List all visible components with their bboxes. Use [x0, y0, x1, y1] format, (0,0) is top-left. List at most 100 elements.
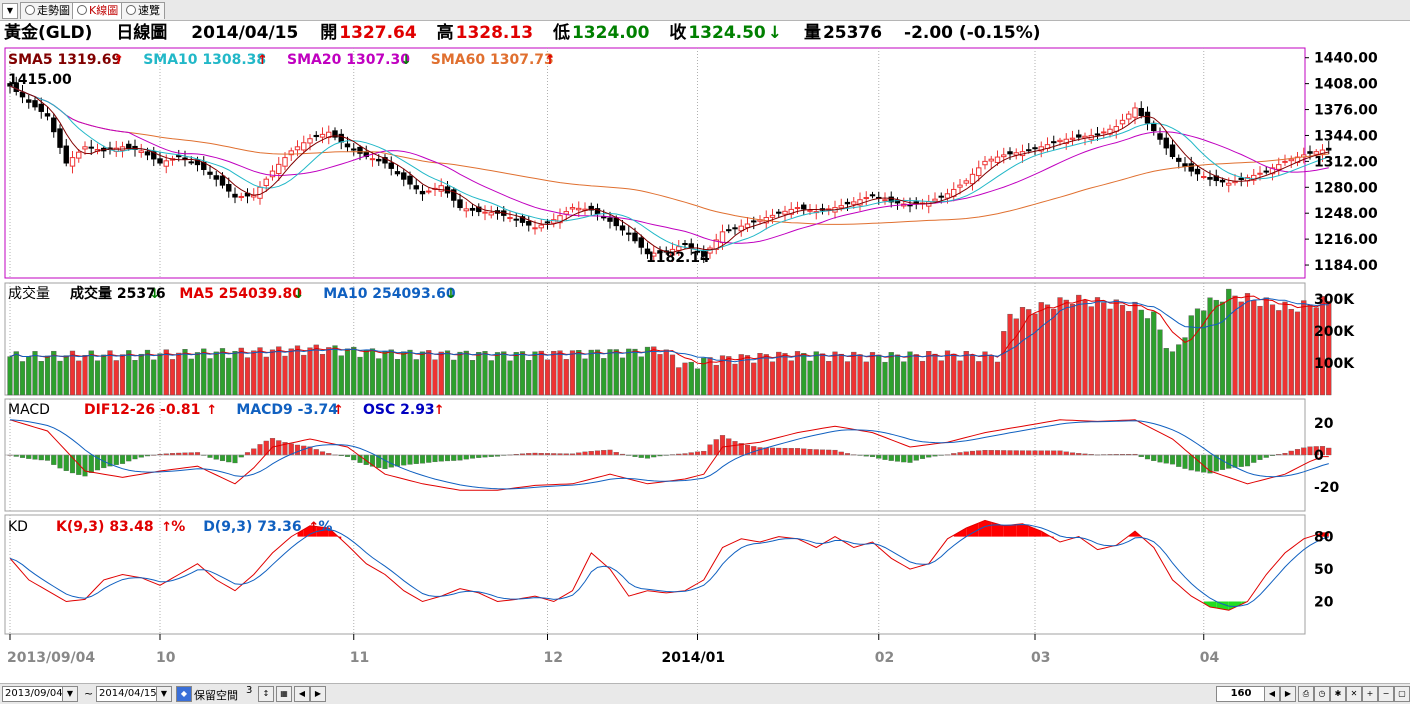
candle-body: [701, 250, 707, 257]
tab-trend[interactable]: 走勢圖: [20, 2, 75, 19]
kd-overbought-fill: [991, 522, 998, 537]
price-tick-label: 1312.00: [1314, 154, 1378, 170]
volume-bar: [563, 359, 569, 396]
osc-bar: [438, 454, 444, 462]
osc-bar: [888, 454, 894, 461]
osc-bar: [426, 454, 432, 463]
kd-overbought-fill: [1016, 523, 1023, 537]
volume-bar: [419, 351, 426, 396]
close-down-arrow-icon: ↓: [767, 23, 783, 43]
candle-body: [988, 158, 994, 162]
reserve-spin-icon[interactable]: ↕: [258, 686, 274, 702]
scroll-right-icon[interactable]: ▶: [310, 686, 326, 702]
clock-icon[interactable]: ◷: [1314, 686, 1330, 702]
volume-bar: [126, 350, 132, 396]
candle-body: [544, 221, 551, 224]
volume-bar: [707, 357, 713, 396]
volume-bar: [776, 351, 782, 396]
to-date-dropdown-icon[interactable]: ▼: [156, 686, 172, 702]
osc-bar: [869, 454, 876, 458]
volume-bar: [1301, 300, 1307, 396]
volume-tick-label: 200K: [1314, 324, 1355, 340]
low-annotation: 1182.14: [646, 250, 710, 266]
osc-bar: [876, 454, 882, 459]
zoom-next-icon[interactable]: ▶: [1280, 686, 1296, 702]
apply-range-icon[interactable]: ◆: [176, 686, 192, 702]
macd-tick-label: -20: [1314, 480, 1340, 496]
sma60-line: [9, 85, 1329, 225]
volume-bar: [926, 351, 932, 396]
osc-bar: [1013, 450, 1019, 456]
price-panel[interactable]: [4, 47, 1306, 279]
volume-bar: [1101, 302, 1107, 396]
osc-bar: [894, 454, 901, 462]
volume-bar: [307, 347, 313, 396]
volume-bar: [532, 351, 538, 396]
reserve-space-value: 3: [246, 685, 253, 696]
osc-bar: [1163, 454, 1169, 464]
candle-body: [376, 158, 382, 162]
osc-bar: [701, 450, 707, 456]
volume-bar: [469, 360, 476, 396]
tab-quickview[interactable]: 速覽: [121, 2, 165, 19]
x-tick-label: 03: [1031, 650, 1050, 666]
zoom-prev-icon[interactable]: ◀: [1264, 686, 1280, 702]
chart-canvas[interactable]: 1440.00 1408.00 1376.00 1344.00 1312.00 1280.…: [0, 44, 1410, 683]
zoom-in-icon[interactable]: +: [1362, 686, 1378, 702]
date-range-separator: ~: [84, 687, 94, 700]
volume-bar: [901, 361, 907, 396]
kd-panel[interactable]: [4, 514, 1306, 635]
candle-body: [482, 211, 488, 214]
candle-body: [319, 133, 326, 138]
tab-menu-dropdown-icon[interactable]: ▼: [2, 3, 18, 19]
sma20-line: [9, 85, 1329, 244]
candle-body: [369, 158, 376, 161]
volume-bar: [232, 351, 238, 396]
k-line: [9, 519, 1329, 611]
osc-bar: [407, 454, 413, 465]
osc-bar: [32, 454, 38, 460]
osc-bar: [1038, 450, 1044, 456]
tab-kline[interactable]: K線圖: [72, 2, 124, 19]
from-date-dropdown-icon[interactable]: ▼: [62, 686, 78, 702]
volume-bar: [907, 351, 913, 396]
volume-bar: [351, 346, 357, 396]
cross-icon[interactable]: ✕: [1346, 686, 1362, 702]
osc-bar: [1176, 454, 1182, 467]
volume-bar: [1232, 295, 1238, 396]
candle-body: [176, 155, 182, 158]
osc-bar: [1051, 450, 1057, 456]
draw-tool-icon[interactable]: ▦: [276, 686, 292, 702]
candle-body: [551, 219, 557, 224]
volume-bar: [1094, 297, 1101, 396]
scroll-left-icon[interactable]: ◀: [294, 686, 310, 702]
osc-bar: [607, 449, 613, 456]
volume-bar: [1126, 311, 1132, 396]
candle-body: [1007, 151, 1013, 155]
print-icon[interactable]: ⎙: [1298, 686, 1314, 702]
volume-bar: [157, 353, 163, 396]
zoom-out-icon[interactable]: −: [1378, 686, 1394, 702]
window-icon[interactable]: ▢: [1394, 686, 1410, 702]
osc-bar: [19, 454, 26, 458]
osc-bar: [132, 454, 138, 460]
candle-body: [1063, 138, 1069, 145]
osc-bar: [63, 454, 69, 471]
up-arrow-icon: ↑: [308, 520, 319, 535]
volume-bar: [844, 361, 851, 396]
volume-bar: [876, 354, 882, 396]
volume-bar: [1326, 300, 1332, 396]
volume-bar: [738, 354, 744, 396]
from-date-field[interactable]: 2013/09/04: [2, 686, 64, 702]
x-tick-label: 12: [544, 650, 563, 666]
volume-bar: [1113, 299, 1119, 396]
volume-bar: [1251, 300, 1257, 396]
osc-bar: [526, 453, 532, 456]
zoom-field[interactable]: 160: [1216, 686, 1266, 702]
volume-bar: [1163, 348, 1169, 396]
to-date-field[interactable]: 2014/04/15: [96, 686, 158, 702]
osc-bar: [194, 452, 201, 456]
settings-icon[interactable]: ✱: [1330, 686, 1346, 702]
kd-legend-item: K(9,3) 83.48: [56, 519, 154, 535]
osc-bar: [1044, 450, 1051, 456]
